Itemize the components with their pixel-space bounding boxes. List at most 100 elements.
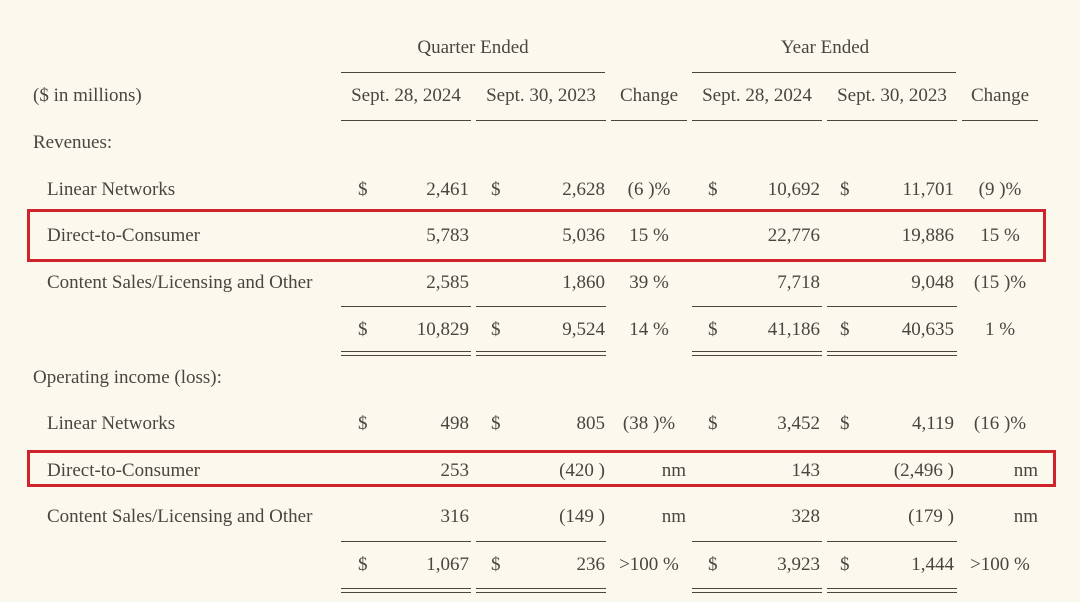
subtotal-rule	[476, 541, 606, 542]
value-q2023: (420 )	[559, 460, 605, 481]
value-q-change: (6 )%	[627, 179, 671, 200]
value-y2024: 10,692	[767, 179, 820, 200]
value-q2024: 253	[440, 460, 470, 481]
value-y2023: 19,886	[901, 225, 954, 246]
currency-symbol: $	[840, 319, 850, 340]
highlight-box-dtc-revenue	[27, 209, 1046, 262]
currency-symbol: $	[491, 319, 501, 340]
value-y-change: (9 )%	[978, 179, 1022, 200]
value-q2023: 5,036	[562, 225, 605, 246]
value-q2024: 5,783	[426, 225, 469, 246]
value-q2024: 10,829	[416, 319, 469, 340]
value-q-change: 15 %	[629, 225, 669, 246]
revenues-section-label: Revenues:	[33, 132, 113, 153]
value-q2023: 805	[576, 413, 606, 434]
currency-symbol: $	[491, 554, 501, 575]
header-rule	[692, 120, 822, 121]
currency-symbol: $	[708, 554, 718, 575]
currency-symbol: $	[491, 413, 501, 434]
value-q2023: 1,860	[562, 272, 605, 293]
operating-income-section-label: Operating income (loss):	[33, 367, 222, 388]
currency-symbol: $	[358, 413, 368, 434]
col-header-q2023: Sept. 30, 2023	[486, 85, 596, 106]
value-q2023: 2,628	[562, 179, 605, 200]
row-label: Linear Networks	[47, 179, 176, 200]
total-double-rule	[341, 355, 471, 356]
value-y-change: (16 )%	[973, 413, 1027, 434]
col-header-y-change: Change	[970, 85, 1030, 106]
header-rule	[827, 120, 957, 121]
header-rule	[476, 120, 606, 121]
subtotal-rule	[692, 541, 822, 542]
currency-symbol: $	[840, 179, 850, 200]
row-label: Direct-to-Consumer	[47, 225, 201, 246]
total-double-rule	[827, 592, 957, 593]
value-y-change: (15 )%	[973, 272, 1027, 293]
subtotal-rule	[827, 306, 957, 307]
value-y-change: 15 %	[980, 225, 1020, 246]
value-y-change: >100 %	[970, 554, 1030, 575]
total-double-rule	[341, 592, 471, 593]
value-q-change: nm	[661, 506, 686, 527]
value-y2024: 7,718	[777, 272, 820, 293]
value-q-change: nm	[661, 460, 686, 481]
value-y2024: 143	[791, 460, 821, 481]
value-q-change: 39 %	[629, 272, 669, 293]
value-y2023: (2,496 )	[893, 460, 954, 481]
col-header-y2024: Sept. 28, 2024	[702, 85, 812, 106]
highlight-box-dtc-operating-income	[27, 450, 1056, 487]
total-double-rule	[827, 351, 957, 352]
value-y2024: 22,776	[767, 225, 820, 246]
currency-symbol: $	[840, 413, 850, 434]
currency-symbol: $	[840, 554, 850, 575]
value-y2024: 328	[791, 506, 821, 527]
value-y2024: 3,923	[777, 554, 820, 575]
header-rule	[341, 120, 471, 121]
header-rule	[962, 120, 1038, 121]
total-double-rule	[476, 351, 606, 352]
total-double-rule	[341, 588, 471, 589]
value-q-change: >100 %	[619, 554, 679, 575]
row-label: Linear Networks	[47, 413, 176, 434]
currency-symbol: $	[358, 554, 368, 575]
subtotal-rule	[341, 541, 471, 542]
value-q2024: 316	[440, 506, 470, 527]
value-q2024: 2,585	[426, 272, 469, 293]
subtotal-rule	[341, 306, 471, 307]
total-double-rule	[692, 592, 822, 593]
subtotal-rule	[476, 306, 606, 307]
currency-symbol: $	[708, 179, 718, 200]
currency-symbol: $	[358, 179, 368, 200]
total-double-rule	[827, 588, 957, 589]
total-double-rule	[476, 588, 606, 589]
units-label: ($ in millions)	[33, 85, 142, 106]
header-rule	[611, 120, 687, 121]
year-header-rule	[692, 72, 956, 73]
subtotal-rule	[692, 306, 822, 307]
quarter-ended-header: Quarter Ended	[417, 37, 529, 58]
col-header-q2024: Sept. 28, 2024	[351, 85, 461, 106]
value-q2024: 2,461	[426, 179, 469, 200]
value-q-change: 14 %	[629, 319, 669, 340]
currency-symbol: $	[708, 413, 718, 434]
currency-symbol: $	[708, 319, 718, 340]
row-label: Content Sales/Licensing and Other	[47, 272, 313, 293]
value-q-change: (38 )%	[622, 413, 676, 434]
value-y2023: 4,119	[911, 413, 954, 434]
value-y2023: 9,048	[911, 272, 954, 293]
total-double-rule	[827, 355, 957, 356]
total-double-rule	[692, 355, 822, 356]
total-double-rule	[476, 355, 606, 356]
col-header-q-change: Change	[619, 85, 679, 106]
subtotal-rule	[827, 541, 957, 542]
value-y2024: 3,452	[777, 413, 820, 434]
value-y2023: (179 )	[908, 506, 954, 527]
year-ended-header: Year Ended	[780, 37, 870, 58]
row-label: Content Sales/Licensing and Other	[47, 506, 313, 527]
value-y2023: 40,635	[901, 319, 954, 340]
currency-symbol: $	[491, 179, 501, 200]
col-header-y2023: Sept. 30, 2023	[837, 85, 947, 106]
row-label: Direct-to-Consumer	[47, 460, 201, 481]
value-y2023: 1,444	[911, 554, 954, 575]
value-q2023: (149 )	[559, 506, 605, 527]
